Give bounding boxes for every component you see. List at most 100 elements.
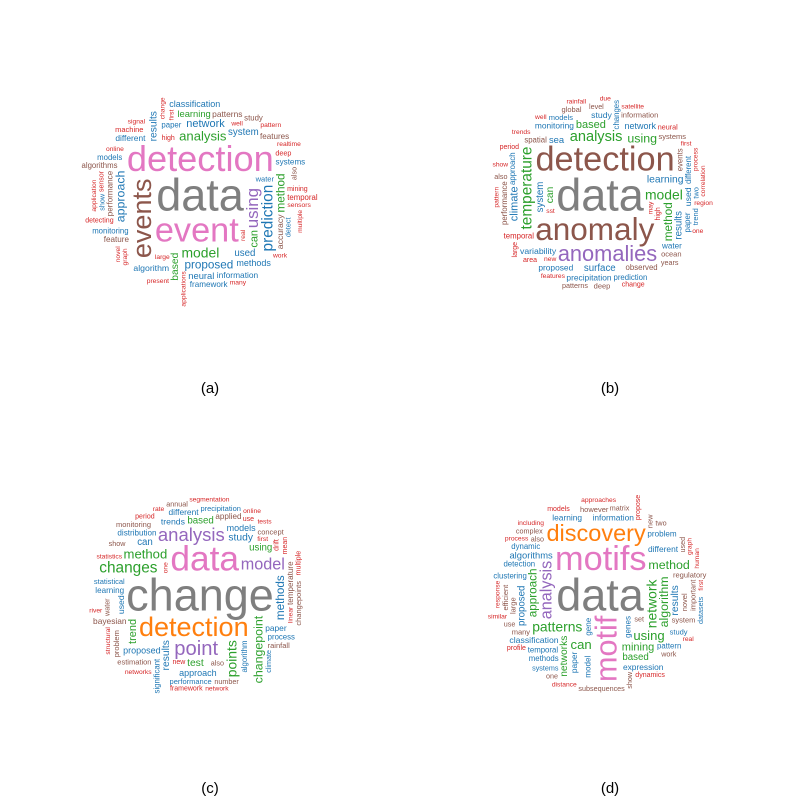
word-trends: trends [161, 516, 186, 526]
word-expression: expression [623, 662, 664, 672]
word-large: large [509, 597, 518, 614]
word-framework: framework [170, 685, 203, 692]
word-machine: machine [115, 125, 143, 134]
word-mining: mining [287, 186, 308, 193]
word-problem: problem [647, 530, 676, 539]
word-statistics: statistics [96, 553, 122, 560]
word-used: used [234, 248, 255, 259]
word-proposed: proposed [538, 263, 573, 273]
word-region: region [694, 200, 713, 207]
word-trend: trend [691, 208, 700, 225]
word-results: results [161, 640, 172, 670]
word-study: study [228, 533, 253, 544]
word-prediction: prediction [613, 273, 647, 282]
word-distance: distance [552, 681, 577, 688]
word-method: method [662, 202, 675, 241]
word-level: level [589, 102, 604, 111]
word-first: first [257, 536, 268, 543]
word-methods: methods [274, 575, 287, 620]
word-using: using [249, 543, 272, 554]
word-results: results [670, 585, 681, 615]
word-tests: tests [257, 519, 272, 526]
word-based: based [170, 252, 181, 280]
word-annual: annual [166, 499, 188, 508]
word-changes: changes [612, 100, 621, 130]
word-patterns: patterns [532, 618, 582, 634]
word-using: using [633, 628, 664, 643]
word-process: process [268, 632, 295, 641]
word-climate: climate [264, 650, 273, 673]
word-systems: systems [532, 664, 559, 673]
word-can: can [571, 637, 592, 652]
word-system: system [535, 182, 546, 213]
word-segmentation: segmentation [189, 497, 229, 504]
word-performance: performance [500, 181, 509, 225]
word-detection: detection [503, 559, 535, 568]
word-work: work [272, 253, 288, 260]
word-neural: neural [658, 123, 678, 132]
word-new: new [544, 256, 556, 263]
word-application: application [91, 179, 98, 211]
word-water: water [661, 242, 682, 251]
word-also: also [494, 172, 507, 181]
word-process: process [693, 147, 700, 171]
word-first: first [169, 109, 176, 120]
word-proposed: proposed [517, 586, 528, 626]
word-proposed: proposed [185, 258, 234, 271]
word-results: results [149, 111, 160, 141]
word-genes: genes [624, 616, 633, 638]
word-analysis: analysis [538, 561, 556, 619]
word-features: features [260, 132, 289, 141]
word-use: use [243, 516, 254, 523]
word-rate: rate [153, 506, 165, 513]
word-global: global [561, 105, 581, 114]
word-river: river [89, 607, 103, 614]
word-events: events [127, 179, 157, 259]
word-important: important [688, 579, 697, 611]
word-event: event [155, 211, 239, 249]
word-water: water [255, 174, 275, 183]
word-one: one [163, 562, 170, 573]
word-networks: networks [125, 669, 152, 676]
word-performance: performance [170, 677, 212, 686]
word-system: system [672, 616, 696, 625]
word-model: model [241, 556, 285, 574]
word-monitoring: monitoring [535, 121, 574, 131]
word-paper: paper [161, 121, 181, 130]
word-networks: networks [559, 636, 570, 677]
word-algorithm: algorithm [240, 640, 249, 672]
word-used: used [678, 537, 687, 553]
word-model: model [645, 187, 683, 203]
word-temperature: temperature [286, 561, 295, 605]
word-applied: applied [215, 512, 241, 521]
word-accuracy: accuracy [275, 214, 285, 249]
word-based: based [622, 652, 648, 663]
word-used: used [683, 187, 693, 206]
word-discovery: discovery [546, 520, 646, 546]
word-data: data [556, 570, 645, 621]
word-linear: linear [287, 606, 294, 623]
word-study: study [591, 110, 612, 120]
word-can: can [248, 230, 260, 248]
word-spatial: spatial [524, 135, 547, 144]
word-sensors: sensors [287, 202, 311, 209]
word-human: human [694, 548, 701, 569]
word-paper: paper [683, 212, 692, 232]
word-mining: mining [622, 641, 654, 653]
word-classification: classification [509, 635, 558, 645]
word-models: models [549, 113, 573, 122]
word-real: real [683, 636, 695, 643]
word-well: well [534, 114, 547, 121]
word-climate: climate [508, 186, 520, 221]
word-rainfall: rainfall [268, 641, 290, 650]
word-propose: propose [635, 495, 642, 520]
word-classification: classification [169, 99, 220, 109]
word-high: high [655, 207, 662, 220]
word-show: show [625, 671, 634, 689]
word-well: well [230, 121, 243, 128]
word-period: period [135, 513, 155, 520]
word-show: show [492, 162, 508, 169]
word-dynamics: dynamics [635, 672, 665, 679]
word-network: network [186, 118, 225, 130]
word-datasets: datasets [696, 596, 705, 624]
